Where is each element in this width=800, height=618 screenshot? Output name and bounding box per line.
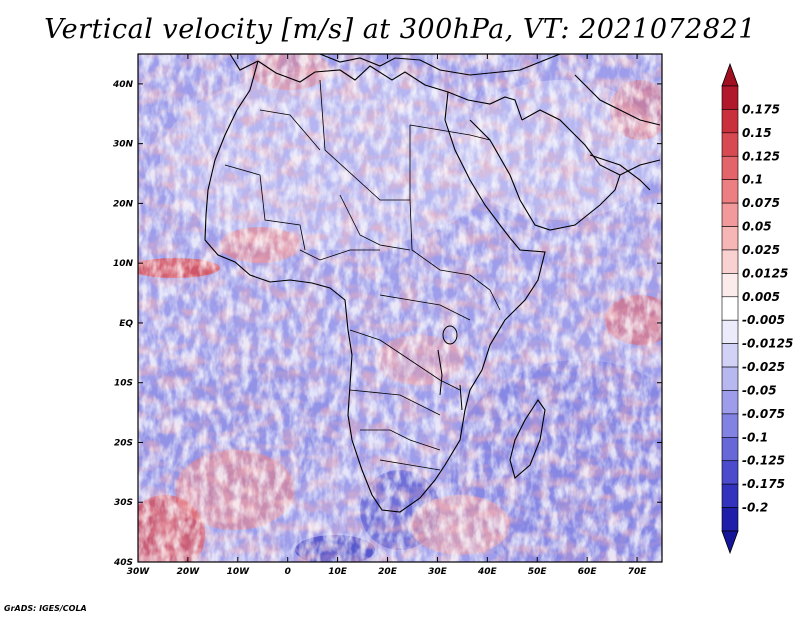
- colorbar-label: 0.125: [742, 149, 780, 163]
- colorbar-segment: [721, 132, 739, 157]
- x-tick-label: 20W: [177, 567, 201, 577]
- colorbar-segment: [721, 366, 739, 391]
- lakes: [437, 325, 463, 411]
- x-tick-label: 0: [285, 567, 291, 577]
- colorbar-segment: [721, 390, 739, 415]
- colorbar-segment: [721, 249, 739, 274]
- x-tick-label: 70E: [628, 567, 648, 577]
- coastlines: [204, 54, 661, 513]
- colorbar-segment: [721, 460, 739, 485]
- colorbar-segment: [721, 413, 739, 438]
- y-tick-label: 10S: [114, 379, 133, 389]
- colorbar-label: -0.1: [742, 430, 768, 444]
- x-tick-label: 20E: [378, 567, 398, 577]
- plot-frame: [137, 53, 663, 563]
- y-tick-label: 30S: [114, 498, 133, 508]
- colorbar-label: -0.2: [742, 501, 768, 515]
- y-tick-label: 10N: [113, 259, 134, 269]
- y-axis-ticks: 40N 30N 20N 10N EQ 10S 20S 30S 40S: [112, 80, 662, 568]
- x-axis-ticks: 30W 20W 10W 0 10E 20E 30E 40E 50E 60E 70E: [127, 54, 647, 577]
- country-borders: [224, 79, 501, 471]
- y-tick-label: 20S: [114, 438, 133, 448]
- colorbar-segment: [721, 296, 739, 321]
- colorbar-label: -0.005: [742, 313, 785, 327]
- colorbar-segment: [721, 507, 739, 532]
- x-tick-label: 60E: [578, 567, 598, 577]
- x-tick-label: 50E: [528, 567, 548, 577]
- colorbar-segment: [721, 343, 739, 368]
- colorbar-label: -0.025: [742, 360, 785, 374]
- colorbar-label: -0.175: [742, 477, 785, 491]
- colorbar: 0.175 0.15 0.125 0.1 0.075 0.05 0.025 0.0125 0.0…: [721, 62, 793, 555]
- x-tick-label: 30E: [428, 567, 448, 577]
- velocity-field: [138, 54, 662, 562]
- colorbar-label: -0.0125: [742, 337, 793, 351]
- y-tick-label: 30N: [113, 140, 134, 150]
- colorbar-segment: [721, 319, 739, 344]
- x-tick-label: 10E: [328, 567, 348, 577]
- colorbar-segment: [721, 109, 739, 134]
- y-tick-label: 20N: [113, 199, 134, 209]
- colorbar-segment: [721, 179, 739, 204]
- colorbar-label: -0.075: [742, 407, 785, 421]
- colorbar-segment: [721, 85, 739, 110]
- colorbar-segment: [721, 155, 739, 180]
- y-tick-label: EQ: [119, 319, 133, 329]
- colorbar-label: 0.15: [742, 126, 772, 140]
- colorbar-top-triangle: [721, 62, 739, 87]
- y-tick-label: 40N: [112, 80, 134, 90]
- colorbar-label: -0.125: [742, 454, 785, 468]
- credit-text: GrADS: IGES/COLA: [4, 604, 87, 613]
- colorbar-label: 0.025: [742, 243, 780, 257]
- colorbar-label: 0.1: [742, 173, 763, 187]
- colorbar-segment: [721, 483, 739, 508]
- x-tick-label: 40E: [477, 567, 498, 577]
- x-tick-label: 30W: [127, 567, 151, 577]
- colorbar-label: 0.175: [742, 102, 780, 116]
- colorbar-bottom-triangle: [721, 530, 739, 555]
- colorbar-label: -0.05: [742, 383, 777, 397]
- colorbar-label: 0.005: [742, 290, 780, 304]
- colorbar-label: 0.0125: [742, 266, 788, 280]
- x-tick-label: 10W: [227, 567, 251, 577]
- colorbar-label: 0.05: [742, 220, 772, 234]
- colorbar-segment: [721, 202, 739, 227]
- y-tick-label: 40S: [113, 558, 133, 568]
- colorbar-label: 0.075: [742, 196, 780, 210]
- colorbar-segment: [721, 226, 739, 251]
- colorbar-segment: [721, 437, 739, 462]
- colorbar-segment: [721, 273, 739, 298]
- map-title: Vertical velocity [m/s] at 300hPa, VT: 2…: [44, 14, 756, 45]
